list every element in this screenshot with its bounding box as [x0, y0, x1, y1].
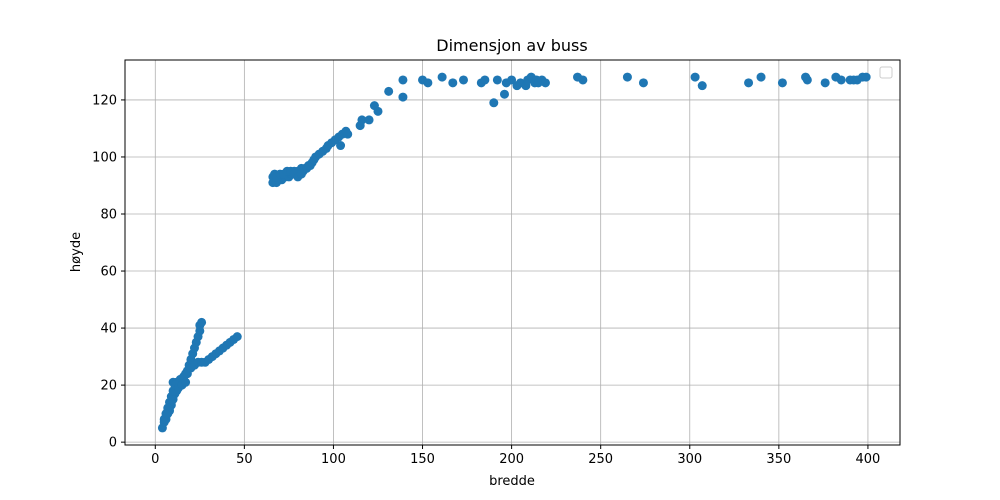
data-point: [480, 75, 490, 85]
data-points: [157, 72, 871, 433]
x-tick-label: 250: [588, 452, 613, 467]
x-axis-label: bredde: [489, 474, 535, 489]
y-axis-ticks: 0 20 40 60 80 100 120: [92, 93, 125, 451]
data-point: [373, 106, 383, 116]
data-point: [777, 78, 787, 88]
data-point: [448, 78, 458, 88]
y-tick-label: 60: [100, 265, 117, 280]
data-point: [364, 115, 374, 125]
x-tick-label: 100: [321, 452, 346, 467]
data-point: [638, 78, 648, 88]
data-point: [161, 409, 171, 419]
data-point: [384, 86, 394, 96]
data-point: [802, 75, 812, 85]
y-axis-label: høyde: [69, 232, 84, 272]
data-point: [507, 75, 517, 85]
data-point: [437, 72, 447, 82]
x-tick-label: 200: [499, 452, 524, 467]
data-point: [336, 141, 346, 151]
y-tick-label: 80: [100, 208, 117, 223]
y-tick-label: 0: [109, 436, 117, 451]
x-axis-ticks: 0 50 100 150 200 250 300 350 400: [151, 445, 880, 467]
data-point: [232, 332, 242, 342]
data-point: [697, 81, 707, 91]
plot-area-frame: [124, 59, 901, 446]
data-point: [578, 75, 588, 85]
data-point: [499, 89, 509, 99]
data-point: [540, 78, 550, 88]
data-point: [492, 75, 502, 85]
x-tick-label: 300: [677, 452, 702, 467]
x-tick-label: 400: [856, 452, 881, 467]
y-tick-label: 100: [92, 150, 117, 165]
data-point: [343, 129, 353, 139]
x-tick-label: 150: [410, 452, 435, 467]
x-tick-label: 350: [766, 452, 791, 467]
chart-title: Dimensjon av buss: [436, 36, 587, 55]
data-point: [197, 317, 207, 327]
data-point: [861, 72, 871, 82]
data-point: [820, 78, 830, 88]
x-tick-label: 50: [236, 452, 253, 467]
data-point: [357, 115, 367, 125]
data-point: [836, 75, 846, 85]
data-point: [296, 169, 306, 179]
y-tick-label: 120: [92, 93, 117, 108]
y-tick-label: 40: [100, 322, 117, 337]
data-point: [489, 98, 499, 108]
data-point: [744, 78, 754, 88]
data-point: [756, 72, 766, 82]
data-point: [423, 78, 433, 88]
legend-box: [879, 66, 893, 79]
data-point: [398, 75, 408, 85]
x-tick-label: 0: [151, 452, 159, 467]
data-point: [622, 72, 632, 82]
grid-lines: [125, 60, 900, 445]
data-point: [459, 75, 469, 85]
data-point: [398, 92, 408, 102]
y-tick-label: 20: [100, 379, 117, 394]
data-point: [690, 72, 700, 82]
data-point: [181, 377, 191, 387]
